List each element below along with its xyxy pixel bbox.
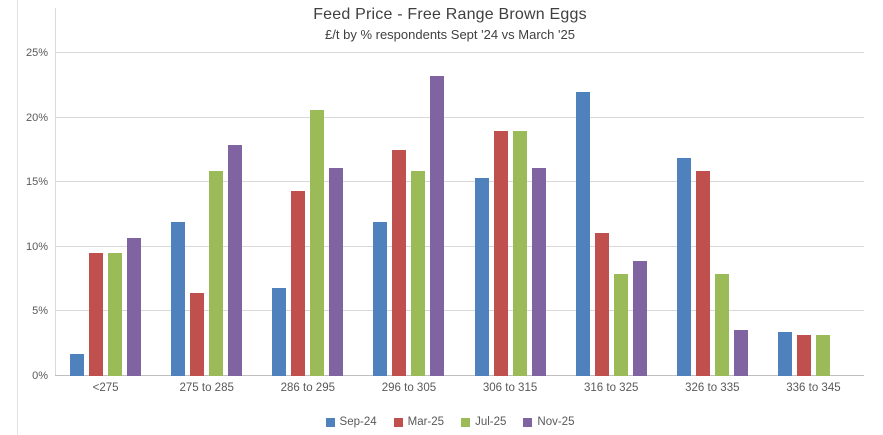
bar-nov-25-326 to 335 bbox=[733, 329, 748, 376]
chart-title: Feed Price - Free Range Brown Eggs bbox=[313, 6, 587, 23]
bar-jul-25-326 to 335 bbox=[714, 273, 729, 376]
y-tick-label-5%: 5% bbox=[32, 305, 48, 318]
y-tick-label-0%: 0% bbox=[32, 370, 48, 382]
x-tick-label-275 to 285: 275 to 285 bbox=[179, 382, 234, 394]
gridline-15% bbox=[55, 181, 864, 183]
x-tick-label-306 to 315: 306 to 315 bbox=[482, 382, 538, 394]
legend-label: Nov-25 bbox=[537, 416, 575, 428]
legend: Sep-24 Mar-25 Jul-25 Nov-25 bbox=[17, 416, 883, 428]
bar-jul-25-286 to 295 bbox=[310, 109, 325, 376]
bar-nov-25-296 to 305 bbox=[430, 76, 445, 376]
bar-mar-25-336 to 345 bbox=[796, 334, 811, 376]
bar-jul-25-275 to 285 bbox=[209, 170, 224, 376]
y-tick-label-15%: 15% bbox=[25, 176, 48, 189]
bar-jul-25-306 to 315 bbox=[512, 130, 527, 376]
x-tick-label-316 to 325: 316 to 325 bbox=[584, 382, 639, 394]
bar-nov-25-306 to 315 bbox=[531, 168, 546, 376]
legend-item-mar-25: Mar-25 bbox=[393, 416, 445, 428]
legend-item-nov-25: Nov-25 bbox=[523, 416, 574, 428]
bar-jul-25-316 to 325 bbox=[613, 273, 628, 376]
legend-swatch-icon bbox=[393, 417, 403, 427]
bar-group-326 to 335 bbox=[662, 53, 763, 376]
bar-group-286 to 295 bbox=[257, 53, 358, 376]
gridline-25% bbox=[55, 52, 864, 53]
bar-mar-25-286 to 295 bbox=[291, 191, 306, 376]
gridline-5% bbox=[55, 310, 864, 312]
legend-swatch-icon bbox=[523, 417, 533, 427]
y-tick-label-10%: 10% bbox=[25, 240, 48, 253]
bar-group-306 to 315 bbox=[460, 53, 561, 376]
bar-mar-25-306 to 315 bbox=[493, 130, 508, 376]
bar-sep-24-286 to 295 bbox=[272, 288, 287, 376]
plot-area bbox=[55, 52, 864, 376]
bar-mar-25-275 to 285 bbox=[190, 293, 205, 376]
bar-group-336 to 345 bbox=[763, 53, 864, 376]
legend-item-jul-25: Jul-25 bbox=[461, 416, 506, 428]
x-tick-label-336 to 345: 336 to 345 bbox=[786, 382, 841, 394]
bar-mar-25-316 to 325 bbox=[594, 232, 609, 376]
legend-label: Jul-25 bbox=[475, 416, 507, 428]
bar-sep-24-336 to 345 bbox=[777, 332, 792, 376]
legend-label: Sep-24 bbox=[339, 416, 377, 428]
bar-mar-25-326 to 335 bbox=[695, 170, 710, 376]
legend-item-sep-24: Sep-24 bbox=[325, 416, 377, 428]
bar-nov-25-<275 bbox=[127, 237, 142, 376]
title-block: Feed Price - Free Range Brown Eggs £/t b… bbox=[17, 6, 883, 42]
bar-sep-24-296 to 305 bbox=[373, 222, 388, 376]
legend-swatch-icon bbox=[325, 417, 335, 427]
y-tick-label-20%: 20% bbox=[25, 111, 48, 124]
y-tick-label-25%: 25% bbox=[25, 47, 48, 59]
y-axis-tick-labels: 0% 5% 10% 15% 20% 25% bbox=[0, 47, 48, 382]
bar-sep-24-316 to 325 bbox=[575, 91, 590, 376]
bar-sep-24-<275 bbox=[70, 354, 85, 376]
bar-sep-24-326 to 335 bbox=[676, 157, 691, 376]
bar-mar-25-296 to 305 bbox=[392, 149, 407, 376]
bar-mar-25-<275 bbox=[89, 253, 104, 376]
bar-group-296 to 305 bbox=[358, 53, 459, 376]
legend-label: Mar-25 bbox=[407, 416, 445, 428]
x-axis-tick-labels: <275 275 to 285 286 to 295 296 to 305 306 to… bbox=[55, 382, 864, 398]
x-axis-zero-line bbox=[55, 375, 864, 376]
bar-jul-25-296 to 305 bbox=[411, 170, 426, 376]
bar-nov-25-275 to 285 bbox=[228, 144, 243, 376]
bar-group-<275 bbox=[55, 53, 156, 376]
left-frame-line bbox=[17, 0, 18, 435]
legend-swatch-icon bbox=[461, 417, 471, 427]
x-tick-label-<275: <275 bbox=[92, 382, 119, 394]
y-axis-line bbox=[55, 8, 56, 376]
bar-jul-25-<275 bbox=[108, 253, 123, 376]
gridline-10% bbox=[55, 245, 864, 247]
x-tick-label-326 to 335: 326 to 335 bbox=[685, 382, 740, 394]
x-tick-label-296 to 305: 296 to 305 bbox=[381, 382, 437, 394]
gridline-20% bbox=[55, 116, 864, 118]
bar-sep-24-306 to 315 bbox=[474, 178, 489, 376]
chart-subtitle: £/t by % respondents Sept '24 vs March '… bbox=[325, 27, 575, 42]
bar-nov-25-286 to 295 bbox=[329, 168, 344, 376]
x-tick-label-286 to 295: 286 to 295 bbox=[280, 382, 335, 394]
bar-group-275 to 285 bbox=[156, 53, 257, 376]
bar-group-316 to 325 bbox=[561, 53, 662, 376]
bar-nov-25-316 to 325 bbox=[632, 261, 647, 376]
bar-jul-25-336 to 345 bbox=[815, 334, 830, 376]
bar-sep-24-275 to 285 bbox=[171, 222, 186, 376]
